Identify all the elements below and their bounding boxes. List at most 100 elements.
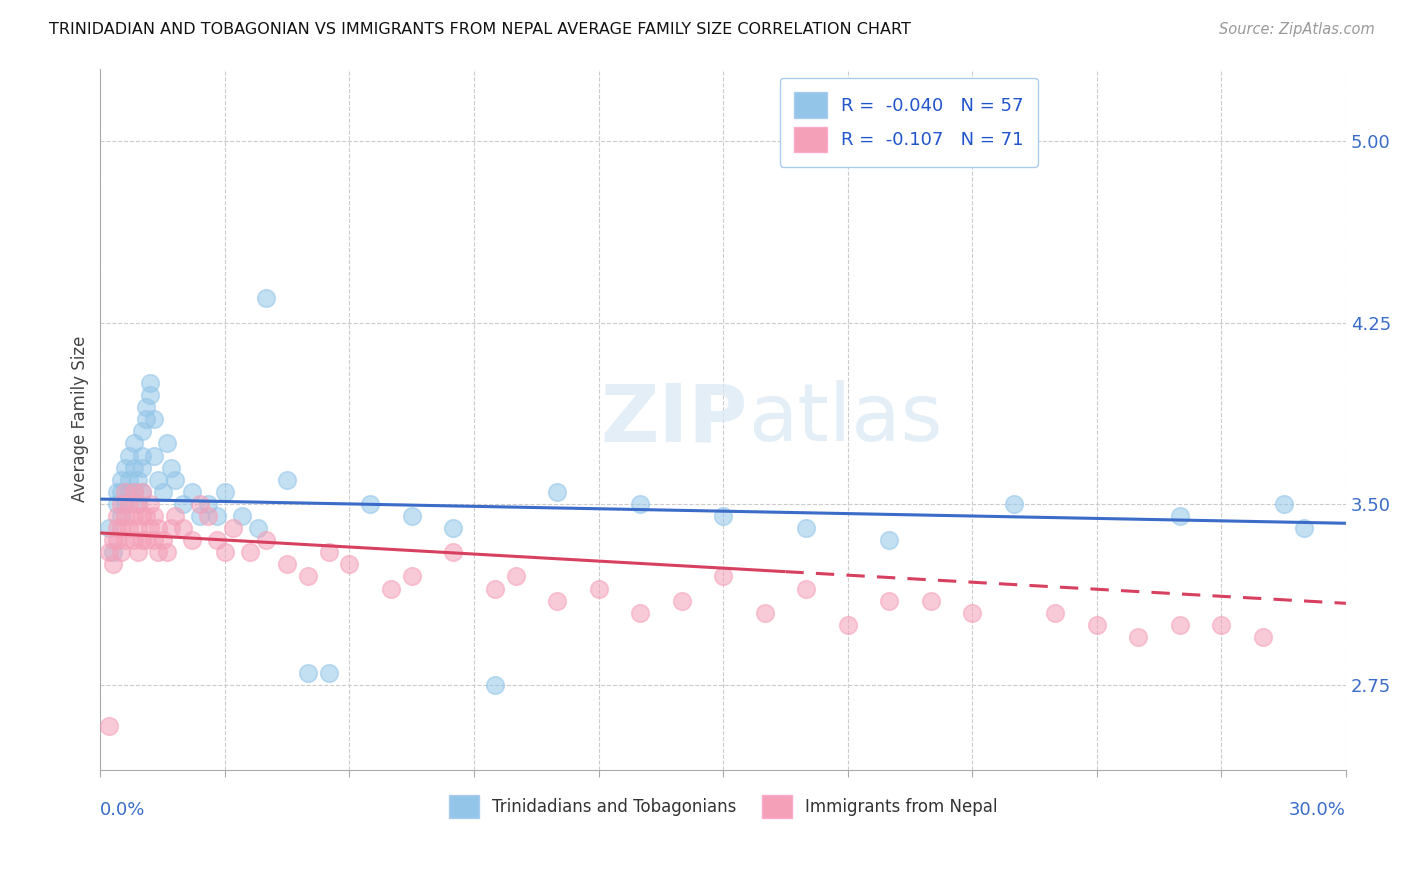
Point	[960, 606, 983, 620]
Point	[135, 400, 157, 414]
Legend: Trinidadians and Tobagonians, Immigrants from Nepal: Trinidadians and Tobagonians, Immigrants…	[441, 788, 1004, 825]
Point	[101, 558, 124, 572]
Point	[214, 545, 236, 559]
Point	[152, 533, 174, 548]
Point	[1045, 606, 1067, 620]
Point	[484, 678, 506, 692]
Point	[401, 508, 423, 523]
Point	[172, 497, 194, 511]
Text: TRINIDADIAN AND TOBAGONIAN VS IMMIGRANTS FROM NEPAL AVERAGE FAMILY SIZE CORRELAT: TRINIDADIAN AND TOBAGONIAN VS IMMIGRANTS…	[49, 22, 911, 37]
Point	[188, 497, 211, 511]
Point	[441, 521, 464, 535]
Point	[122, 508, 145, 523]
Point	[127, 545, 149, 559]
Point	[110, 545, 132, 559]
Point	[127, 521, 149, 535]
Point	[114, 484, 136, 499]
Point	[156, 545, 179, 559]
Point	[139, 497, 162, 511]
Point	[1128, 630, 1150, 644]
Point	[143, 412, 166, 426]
Text: 0.0%: 0.0%	[100, 801, 146, 820]
Point	[318, 666, 340, 681]
Point	[671, 593, 693, 607]
Point	[105, 484, 128, 499]
Point	[105, 497, 128, 511]
Point	[588, 582, 610, 596]
Point	[1294, 521, 1316, 535]
Point	[156, 436, 179, 450]
Point	[188, 508, 211, 523]
Point	[118, 473, 141, 487]
Point	[180, 484, 202, 499]
Point	[205, 533, 228, 548]
Point	[118, 484, 141, 499]
Point	[180, 533, 202, 548]
Point	[276, 473, 298, 487]
Text: Source: ZipAtlas.com: Source: ZipAtlas.com	[1219, 22, 1375, 37]
Point	[380, 582, 402, 596]
Point	[837, 618, 859, 632]
Point	[127, 473, 149, 487]
Point	[247, 521, 270, 535]
Text: ZIP: ZIP	[600, 380, 748, 458]
Point	[165, 473, 187, 487]
Point	[172, 521, 194, 535]
Point	[1272, 497, 1295, 511]
Point	[110, 473, 132, 487]
Point	[122, 460, 145, 475]
Point	[143, 449, 166, 463]
Point	[131, 460, 153, 475]
Point	[135, 412, 157, 426]
Point	[920, 593, 942, 607]
Point	[877, 533, 900, 548]
Point	[401, 569, 423, 583]
Point	[131, 484, 153, 499]
Point	[114, 533, 136, 548]
Point	[110, 521, 132, 535]
Point	[1211, 618, 1233, 632]
Point	[297, 666, 319, 681]
Point	[1168, 618, 1191, 632]
Point	[97, 719, 120, 733]
Point	[118, 521, 141, 535]
Point	[105, 533, 128, 548]
Point	[1251, 630, 1274, 644]
Point	[131, 508, 153, 523]
Point	[794, 582, 817, 596]
Point	[110, 508, 132, 523]
Point	[135, 533, 157, 548]
Point	[122, 533, 145, 548]
Point	[160, 521, 183, 535]
Point	[1085, 618, 1108, 632]
Point	[114, 460, 136, 475]
Point	[139, 376, 162, 390]
Point	[110, 497, 132, 511]
Point	[484, 582, 506, 596]
Point	[546, 593, 568, 607]
Point	[97, 521, 120, 535]
Point	[118, 449, 141, 463]
Point	[148, 545, 170, 559]
Point	[197, 508, 219, 523]
Point	[231, 508, 253, 523]
Point	[101, 533, 124, 548]
Point	[254, 533, 277, 548]
Point	[127, 497, 149, 511]
Point	[160, 460, 183, 475]
Point	[359, 497, 381, 511]
Point	[122, 436, 145, 450]
Point	[222, 521, 245, 535]
Point	[197, 497, 219, 511]
Point	[148, 521, 170, 535]
Point	[711, 508, 734, 523]
Point	[101, 545, 124, 559]
Point	[505, 569, 527, 583]
Point	[135, 508, 157, 523]
Point	[339, 558, 361, 572]
Point	[139, 388, 162, 402]
Point	[318, 545, 340, 559]
Point	[628, 606, 651, 620]
Point	[1168, 508, 1191, 523]
Text: 30.0%: 30.0%	[1289, 801, 1346, 820]
